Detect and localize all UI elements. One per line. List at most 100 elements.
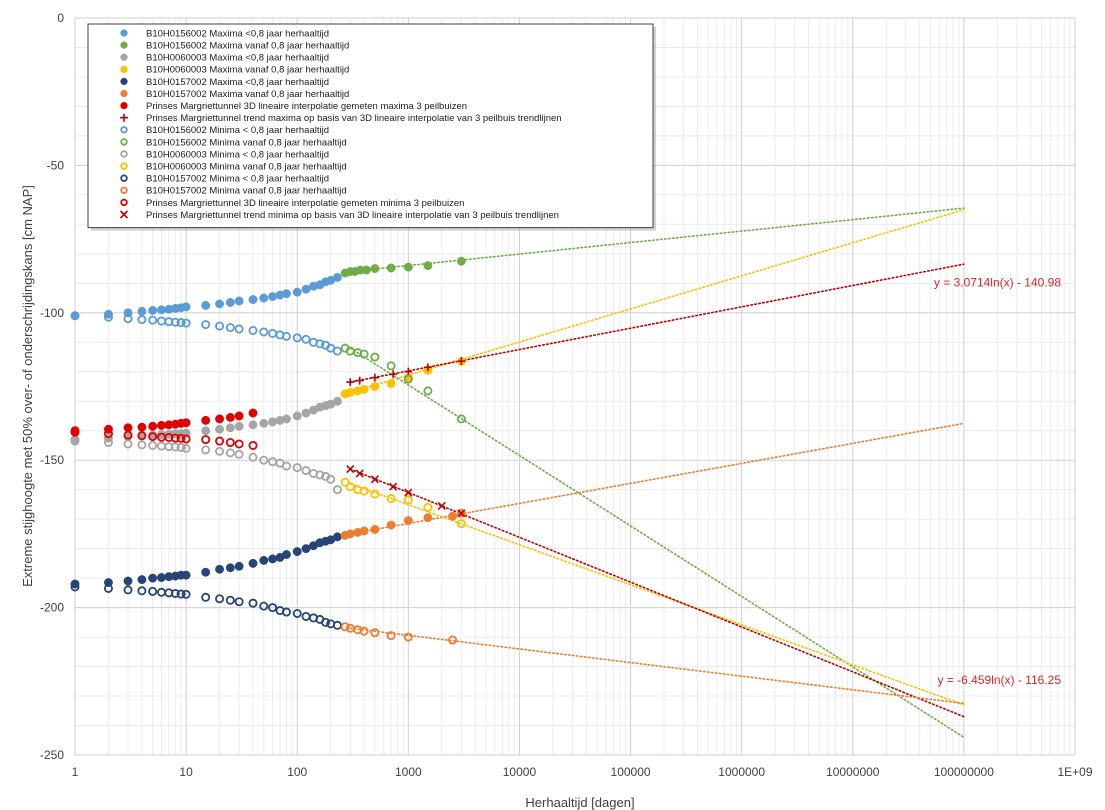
legend-marker — [120, 174, 128, 182]
data-point — [215, 414, 225, 424]
data-point — [359, 486, 369, 496]
data-point — [355, 376, 364, 385]
data-point — [386, 379, 396, 389]
legend-entry: B10H0157002 Maxima vanaf 0,8 jaar herhaa… — [146, 89, 349, 100]
data-point — [281, 331, 291, 341]
legend-marker — [120, 53, 128, 61]
data-point — [201, 426, 211, 436]
data-point — [370, 628, 380, 638]
data-point — [403, 632, 413, 642]
data-point — [148, 440, 158, 450]
data-point — [201, 300, 211, 310]
data-point — [359, 349, 369, 359]
data-point — [181, 443, 191, 453]
legend-marker — [120, 89, 128, 98]
data-point — [137, 422, 147, 432]
trendline — [349, 207, 965, 273]
data-point — [248, 558, 258, 568]
data-point — [123, 439, 133, 449]
y-tick-label: -100 — [40, 306, 64, 320]
data-point — [332, 272, 342, 282]
data-point — [215, 299, 225, 309]
tick-labels: 1 10 100 1000 10000 100000 1000000 10000000 1000… — [40, 11, 1093, 779]
data-point — [403, 262, 413, 272]
data-point — [386, 631, 396, 641]
data-point — [301, 544, 311, 554]
data-point — [370, 525, 380, 534]
x-tick-label: 1 — [72, 765, 79, 779]
data-point — [176, 433, 186, 443]
data-point — [355, 469, 364, 478]
data-point — [201, 567, 211, 577]
legend-entry: B10H0157002 Minima vanaf 0,8 jaar herhaa… — [146, 186, 347, 197]
legend-entry: Prinses Margriettunnel trend maxima op b… — [146, 113, 562, 124]
x-tick-label: 10000 — [503, 765, 537, 779]
trendline — [349, 208, 965, 394]
legend-entry: B10H0060003 Minima vanaf 0,8 jaar herhaa… — [146, 162, 347, 173]
data-point — [181, 418, 191, 428]
data-point — [157, 305, 166, 315]
data-point — [170, 588, 180, 598]
legend-entry: Prinses Margriettunnel 3D lineaire inter… — [146, 198, 464, 209]
legend-entry: B10H0060003 Maxima <0,8 jaar herhaaltijd — [146, 53, 329, 64]
data-point — [404, 367, 413, 376]
data-point — [292, 287, 302, 297]
data-point — [292, 411, 302, 421]
data-point — [137, 440, 147, 450]
data-point — [70, 436, 80, 446]
data-point — [332, 396, 342, 406]
data-point — [137, 306, 147, 316]
data-point — [248, 325, 258, 335]
data-point — [448, 635, 458, 645]
legend-marker — [120, 77, 128, 86]
data-point — [215, 564, 225, 574]
data-point — [248, 408, 258, 418]
legend-marker — [120, 41, 128, 49]
data-point — [248, 598, 258, 608]
data-point — [389, 482, 398, 491]
data-point — [423, 513, 433, 523]
data-point — [234, 561, 244, 571]
data-point — [123, 314, 133, 324]
data-point — [370, 373, 379, 382]
data-point — [234, 449, 244, 459]
data-point — [259, 327, 269, 337]
data-point — [370, 489, 380, 499]
data-point — [456, 414, 466, 424]
data-point — [137, 431, 147, 441]
data-point — [170, 317, 180, 327]
data-point — [332, 532, 342, 542]
data-point — [386, 520, 396, 530]
data-point — [423, 363, 432, 372]
data-point — [215, 321, 225, 331]
legend-entry: B10H0157002 Maxima <0,8 jaar herhaaltijd — [146, 77, 329, 88]
data-point — [225, 423, 235, 433]
data-point — [345, 482, 355, 492]
x-tick-label: 100000000 — [934, 765, 994, 779]
data-point — [404, 488, 413, 497]
data-point — [248, 295, 258, 304]
data-point — [181, 302, 191, 312]
y-tick-label: 0 — [57, 11, 64, 25]
data-point — [386, 494, 396, 504]
data-point — [123, 585, 133, 595]
x-tick-label: 100000 — [611, 765, 651, 779]
legend-marker — [120, 198, 128, 207]
data-point — [137, 586, 147, 596]
annotations: y = 3.0714ln(x) - 140.98 y = -6.459ln(x) … — [934, 275, 1061, 687]
x-tick-label: 1E+09 — [1057, 765, 1092, 779]
data-point — [437, 501, 446, 510]
data-point — [321, 617, 331, 627]
data-point — [370, 352, 380, 362]
data-point — [234, 597, 244, 607]
data-point — [103, 429, 113, 439]
data-point — [137, 575, 147, 585]
data-point — [215, 424, 225, 434]
x-tick-label: 10 — [179, 765, 193, 779]
data-point — [225, 563, 235, 573]
data-point — [234, 421, 244, 431]
legend-entry: B10H0060003 Minima < 0,8 jaar herhaaltij… — [146, 149, 329, 160]
legend-entry: B10H0156002 Maxima <0,8 jaar herhaaltijd — [146, 28, 329, 39]
data-point — [234, 296, 244, 306]
